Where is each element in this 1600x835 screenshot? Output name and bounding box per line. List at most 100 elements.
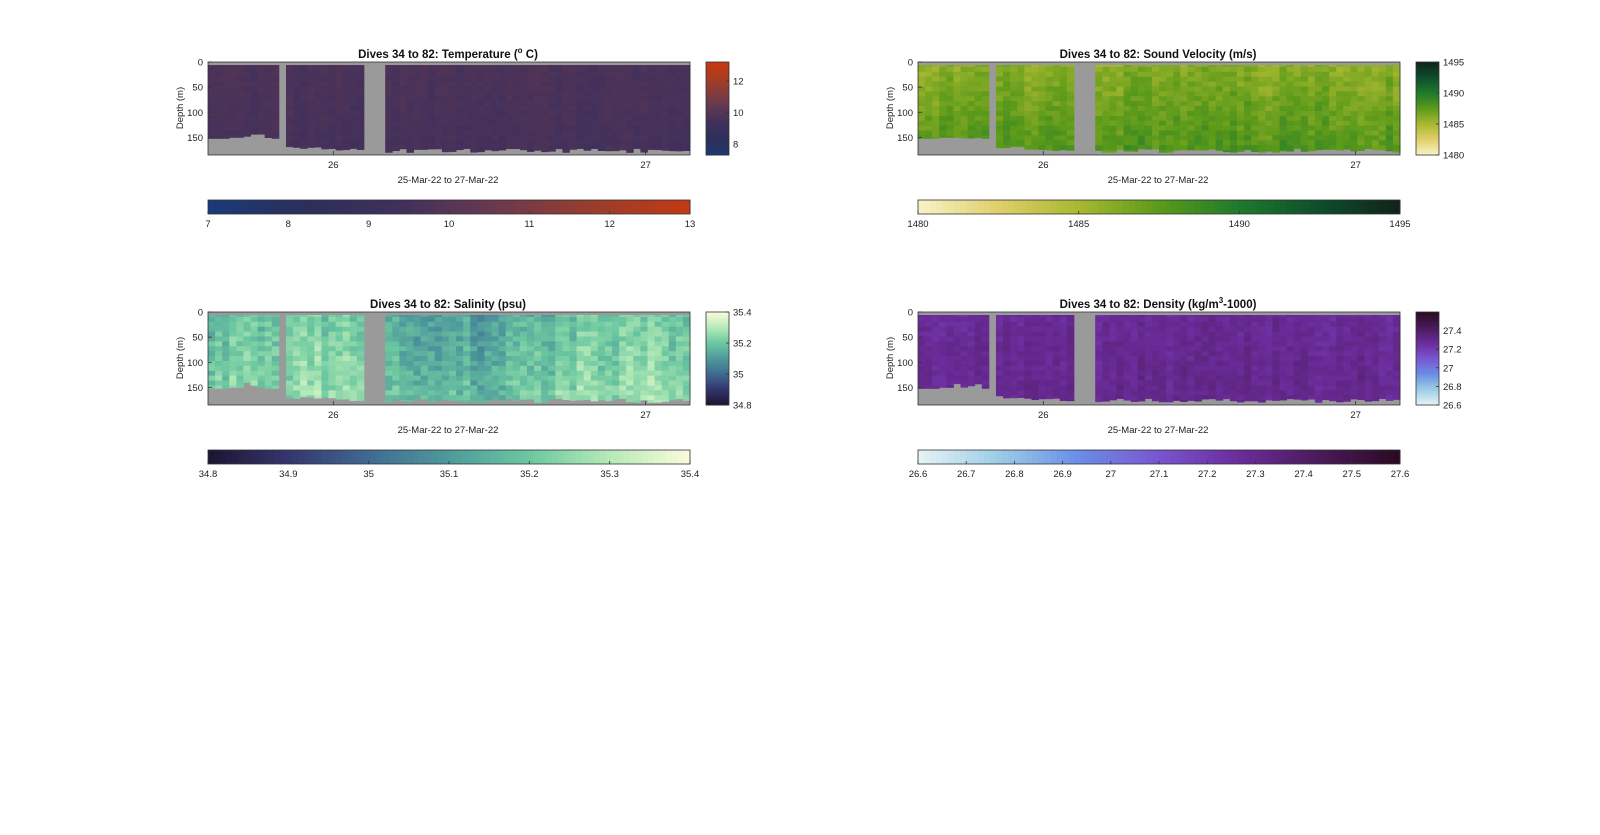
heatmap-cell	[208, 322, 215, 327]
heatmap-cell	[1308, 101, 1315, 106]
heatmap-cell	[1322, 341, 1329, 346]
heatmap-cell	[598, 332, 605, 337]
heatmap-cell	[1145, 126, 1152, 131]
heatmap-cell	[406, 346, 413, 351]
heatmap-cell	[1017, 140, 1024, 145]
heatmap-cell	[1336, 351, 1343, 356]
heatmap-cell	[1209, 116, 1216, 121]
heatmap-cell	[953, 101, 960, 106]
heatmap-cell	[1173, 351, 1180, 356]
heatmap-cell	[1010, 140, 1017, 145]
colorbar-segment	[954, 200, 961, 214]
heatmap-cell	[591, 82, 598, 87]
heatmap-cell	[1202, 111, 1209, 116]
heatmap-cell	[591, 371, 598, 376]
heatmap-cell	[251, 332, 258, 337]
heatmap-cell	[1010, 341, 1017, 346]
heatmap-cell	[208, 72, 215, 77]
heatmap-cell	[314, 96, 321, 101]
heatmap-cell	[492, 322, 499, 327]
heatmap-cell	[392, 336, 399, 341]
heatmap-cell	[1024, 327, 1031, 332]
heatmap-cell	[208, 317, 215, 322]
heatmap-cell	[1230, 381, 1237, 386]
heatmap-cell	[577, 121, 584, 126]
heatmap-cell	[1308, 72, 1315, 77]
heatmap-cell	[258, 385, 265, 387]
heatmap-cell	[1060, 86, 1067, 91]
heatmap-cell	[1109, 346, 1116, 351]
heatmap-cell	[961, 346, 968, 351]
heatmap-cell	[1350, 126, 1357, 131]
heatmap-cell	[626, 400, 633, 402]
heatmap-cell	[541, 385, 548, 390]
heatmap-cell	[1223, 346, 1230, 351]
heatmap-cell	[584, 317, 591, 322]
heatmap-cell	[350, 140, 357, 145]
heatmap-cell	[456, 140, 463, 145]
heatmap-cell	[996, 356, 1003, 361]
heatmap-cell	[385, 332, 392, 337]
heatmap-cell	[1244, 371, 1251, 376]
heatmap-cell	[1067, 150, 1074, 151]
heatmap-cell	[548, 86, 555, 91]
heatmap-cell	[1322, 67, 1329, 72]
heatmap-cell	[612, 101, 619, 106]
heatmap-cell	[1365, 91, 1372, 96]
heatmap-cell	[534, 381, 541, 386]
colorbar-segment	[660, 450, 667, 464]
heatmap-cell	[357, 346, 364, 351]
heatmap-cell	[534, 111, 541, 116]
heatmap-cell	[1237, 111, 1244, 116]
heatmap-cell	[477, 356, 484, 361]
heatmap-cell	[293, 366, 300, 371]
heatmap-cell	[619, 361, 626, 366]
heatmap-cell	[357, 317, 364, 322]
heatmap-cell	[1272, 131, 1279, 136]
heatmap-cell	[1116, 145, 1123, 150]
heatmap-cell	[463, 116, 470, 121]
heatmap-cell	[1216, 111, 1223, 116]
heatmap-cell	[428, 135, 435, 140]
heatmap-cell	[477, 91, 484, 96]
heatmap-cell	[300, 106, 307, 111]
heatmap-cell	[562, 101, 569, 106]
heatmap-cell	[506, 341, 513, 346]
heatmap-cell	[605, 67, 612, 72]
heatmap-cell	[463, 77, 470, 82]
heatmap-cell	[655, 67, 662, 72]
heatmap-cell	[1350, 371, 1357, 376]
heatmap-cell	[925, 346, 932, 351]
heatmap-cell	[357, 140, 364, 145]
heatmap-cell	[300, 356, 307, 361]
heatmap-cell	[1031, 140, 1038, 145]
heatmap-cell	[598, 317, 605, 322]
heatmap-cell	[662, 101, 669, 106]
heatmap-cell	[272, 121, 279, 126]
heatmap-cell	[1067, 317, 1074, 322]
heatmap-cell	[470, 140, 477, 145]
heatmap-cell	[272, 86, 279, 91]
heatmap-cell	[251, 101, 258, 106]
heatmap-cell	[577, 101, 584, 106]
heatmap-cell	[1039, 111, 1046, 116]
heatmap-cell	[683, 390, 690, 395]
heatmap-cell	[1322, 366, 1329, 371]
heatmap-cell	[1216, 346, 1223, 351]
heatmap-cell	[470, 327, 477, 332]
heatmap-cell	[612, 135, 619, 140]
heatmap-cell	[1202, 91, 1209, 96]
heatmap-cell	[1187, 135, 1194, 140]
heatmap-cell	[1216, 121, 1223, 126]
heatmap-cell	[1379, 116, 1386, 121]
y-tick-label: 100	[897, 108, 913, 119]
heatmap-cell	[1017, 96, 1024, 101]
heatmap-cell	[1336, 96, 1343, 101]
heatmap-cell	[619, 96, 626, 101]
chart-title: Dives 34 to 82: Temperature (o C)	[358, 46, 538, 61]
heatmap-cell	[258, 106, 265, 111]
heatmap-cell	[463, 336, 470, 341]
colorbar-segment	[642, 200, 649, 214]
heatmap-cell	[392, 366, 399, 371]
heatmap-cell	[982, 111, 989, 116]
